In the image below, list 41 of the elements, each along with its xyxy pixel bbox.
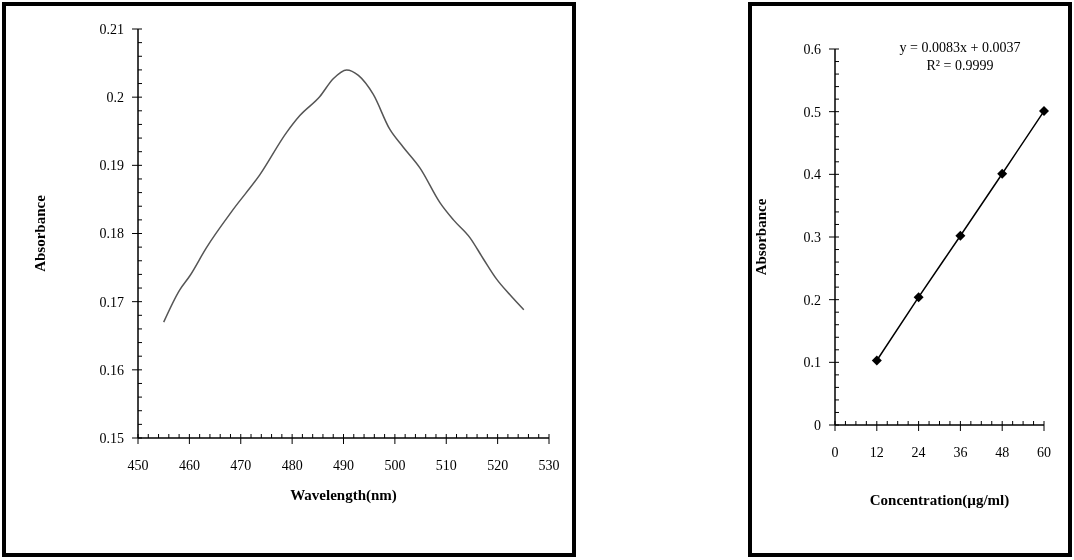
x-tick-label: 36	[953, 445, 968, 460]
x-tick-label: 530	[538, 458, 560, 473]
x-tick-label: 470	[230, 458, 252, 473]
y-tick-label: 0.2	[106, 90, 124, 106]
y-tick-label: 0	[814, 417, 821, 433]
line-series	[162, 69, 525, 323]
y-tick-label: 0.5	[803, 104, 821, 120]
point	[1039, 106, 1049, 117]
x-tick-label: 0	[831, 445, 839, 460]
x-tick-label: 520	[487, 458, 509, 473]
y-tick-label: 0.4	[803, 167, 821, 183]
x-tick-label: 480	[281, 458, 303, 473]
y-tick-label: 0.15	[99, 430, 124, 446]
x-tick-label: 500	[384, 458, 406, 473]
y-tick-label: 0.21	[99, 21, 124, 37]
point	[913, 292, 924, 303]
y-axis-title: Absorbance	[753, 198, 769, 276]
x-tick-label: 490	[333, 458, 354, 473]
y-tick-label: 0.17	[99, 294, 124, 310]
y-axis-title: Absorbance	[32, 194, 48, 272]
x-tick-label: 48	[995, 445, 1010, 460]
y-tick-label: 0.19	[99, 158, 124, 174]
annotation: y = 0.0083x + 0.0037	[899, 40, 1021, 55]
y-tick-label: 0.2	[803, 292, 821, 308]
x-tick-label: 12	[869, 445, 884, 460]
point	[871, 355, 882, 366]
y-tick-label: 0.6	[803, 41, 821, 57]
x-axis-title: Concentration(µg/ml)	[869, 492, 1010, 509]
point	[955, 230, 966, 241]
y-tick-label: 0.3	[803, 229, 821, 245]
point	[997, 168, 1008, 179]
y-tick-label: 0.18	[99, 226, 124, 242]
x-tick-label: 450	[127, 458, 149, 473]
x-tick-label: 510	[435, 458, 457, 473]
x-tick-label: 460	[178, 458, 200, 473]
annotation: R² = 0.9999	[926, 58, 994, 73]
x-tick-label: 60	[1037, 445, 1051, 460]
x-axis-title: Wavelength(nm)	[290, 487, 397, 504]
y-tick-label: 0.16	[99, 362, 124, 378]
y-tick-label: 0.1	[803, 355, 821, 371]
x-tick-label: 24	[911, 445, 926, 460]
